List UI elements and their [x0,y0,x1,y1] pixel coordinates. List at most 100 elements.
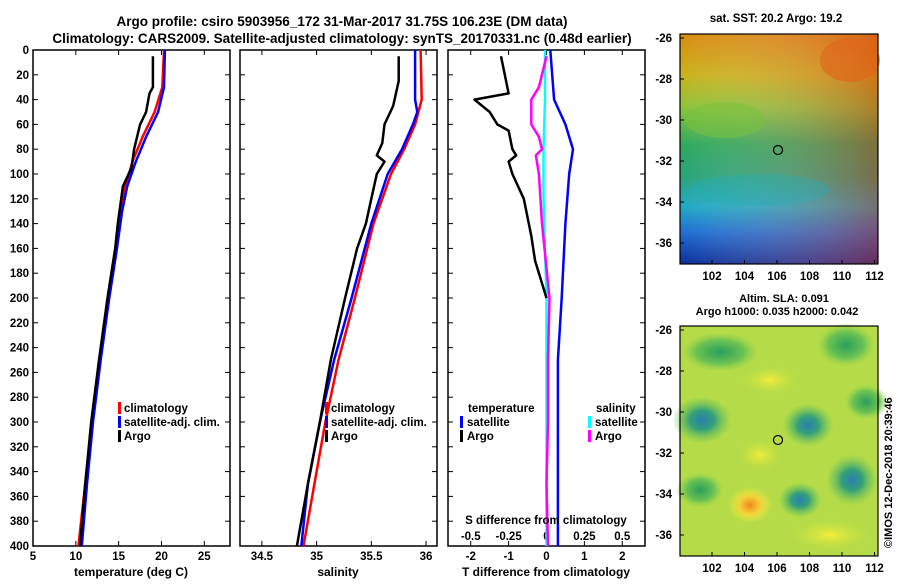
depth-tick-label: 160 [10,243,29,255]
sst-lon-label: 104 [735,271,755,283]
sla-lat-label: -36 [655,530,672,542]
legend-satellite-swatch [118,416,121,428]
sla-eddy [816,323,876,367]
depth-tick-label: 200 [10,293,29,305]
sst-lat-label: -28 [655,74,672,86]
legend-satellite-label: satellite-adj. clim. [124,417,220,429]
x-tick-label: 15 [112,551,125,563]
x-tick-label: 35.5 [360,551,383,563]
legend-temp-satellite-swatch [460,416,463,428]
sla-map-title2: Argo h1000: 0.035 h2000: 0.042 [696,306,859,318]
series-line-s-argo [530,55,551,547]
legend-climatology-swatch [325,402,328,414]
sst-patch [690,174,830,206]
depth-tick-label: 100 [10,169,29,181]
salinity-panel-frame [239,49,438,547]
depth-tick-label: 280 [10,392,29,404]
series-line-t-argo [473,55,548,299]
x-tick-label: 2 [619,551,625,563]
salinity-legend: climatology satellite-adj. clim. Argo [325,402,427,443]
sla-lon-label: 106 [767,563,786,575]
top-x-tick-label: -0.25 [496,531,523,543]
sst-lon-label: 106 [767,271,786,283]
legend-sal-satellite-label: satellite [595,417,638,429]
sla-eddy [728,487,772,523]
sla-eddy [778,482,822,518]
temperature-legend: climatology satellite-adj. clim. Argo [118,402,220,443]
x-tick-label: -2 [466,551,476,563]
map-axes: -26 -28 -30 -32 -34 -36 102 104 106 108 110 112 -26 -… [655,33,883,575]
x-tick-label: -1 [503,551,514,563]
legend-temperature-title: temperature [468,403,534,415]
difference-legend: temperature satellite Argo salinity sate… [460,403,638,443]
sla-lat-label: -32 [655,448,672,460]
sla-lon-label: 108 [800,563,820,575]
depth-tick-label: 380 [10,516,29,528]
sst-patch [685,102,765,138]
sla-lon-label: 112 [865,563,884,575]
sst-lon-label: 112 [865,271,884,283]
salinity-xlabel: salinity [317,565,359,579]
sla-eddy [782,403,834,447]
legend-temp-argo-swatch [460,430,463,442]
sla-eddy [790,519,870,551]
depth-tick-label: 0 [23,45,29,57]
depth-tick-label: 360 [10,491,29,503]
legend-argo-label: Argo [331,431,358,443]
sla-eddy [738,439,782,471]
legend-argo-swatch [325,430,328,442]
depth-tick-label: 40 [16,95,29,107]
sla-lat-label: -30 [655,407,672,419]
sla-map-frame [679,325,879,557]
depth-tick-label: 300 [10,417,29,429]
credit-text: ©IMOS 12-Dec-2018 20:39:46 [883,397,895,548]
depth-tick-label: 320 [10,442,29,454]
legend-argo-label: Argo [124,431,151,443]
sla-eddy [672,396,732,444]
sla-lon-label: 102 [702,563,721,575]
sst-lon-label: 102 [702,271,721,283]
sst-lon-label: 110 [833,271,852,283]
sla-lat-label: -34 [655,489,672,501]
depth-tick-label: 400 [10,541,29,553]
x-tick-label: 1 [581,551,588,563]
sla-map [672,323,888,557]
sla-eddy [680,332,760,372]
sst-map [679,33,880,265]
sst-lat-label: -36 [655,238,672,250]
series-line-climatology [302,49,423,547]
sla-lon-label: 104 [735,563,755,575]
legend-climatology-swatch [118,402,121,414]
top-x-tick-label: -0.5 [461,531,481,543]
x-tick-label: 20 [155,551,168,563]
x-tick-label: 0 [543,551,549,563]
argo-location-marker [772,434,784,446]
legend-temp-satellite-label: satellite [467,417,510,429]
x-tick-label: 5 [30,551,37,563]
argo-location-marker [772,144,784,156]
series-line-argo [295,56,400,547]
top-x-tick-label: 0.5 [614,531,631,543]
sst-map-title: sat. SST: 20.2 Argo: 19.2 [710,13,843,25]
sla-eddy [844,384,888,420]
x-tick-label: 10 [69,551,82,563]
difference-xlabel: T difference from climatology [462,565,630,579]
top-x-tick-label: 0.25 [573,531,596,543]
temperature-panel-frame [32,49,231,547]
series-line-s-satellite [542,50,548,546]
x-tick-label: 25 [198,551,211,563]
sst-lat-label: -34 [655,197,672,209]
sst-patch [820,38,880,82]
sla-eddy [742,366,798,394]
depth-tick-label: 260 [10,367,29,379]
x-tick-label: 34.5 [251,551,274,563]
series-line-satellite-adj-clim- [300,50,419,547]
sst-lon-label: 108 [800,271,820,283]
sst-lat-label: -30 [655,115,672,127]
legend-climatology-label: climatology [124,403,189,415]
legend-sal-argo-label: Argo [595,431,622,443]
sst-map-frame [679,33,879,265]
x-tick-label: 35 [310,551,323,563]
legend-salinity-title: salinity [596,403,636,415]
sst-lat-label: -32 [655,156,672,168]
